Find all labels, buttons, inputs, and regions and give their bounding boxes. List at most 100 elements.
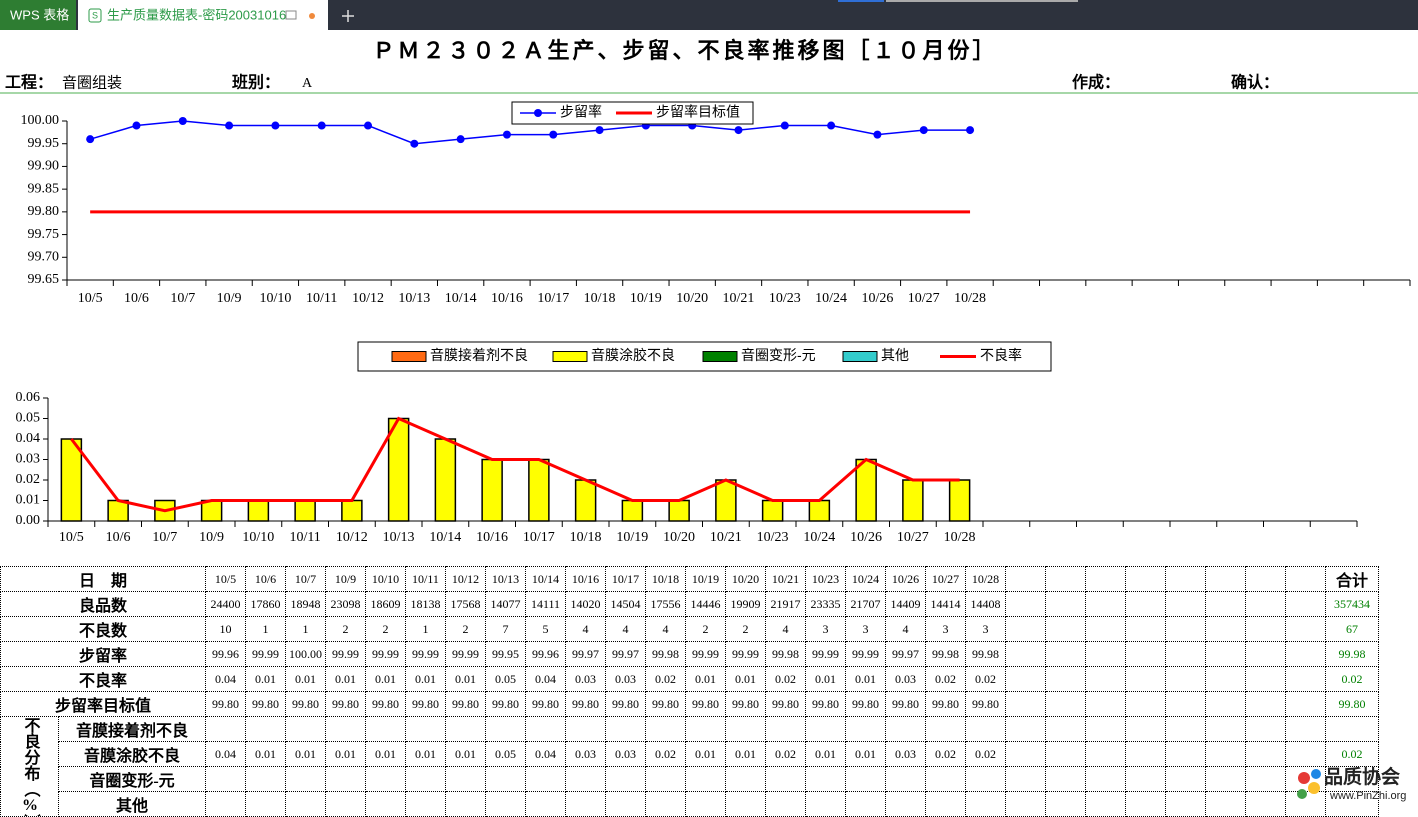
cell: 0.01 [365,666,406,692]
y-tick-label: 0.01 [16,493,41,508]
cell: 10/18 [645,566,686,592]
cell: 4 [765,616,806,642]
cell [1005,616,1046,642]
cell: 99.80 [405,691,446,717]
cell: 0.01 [445,741,486,767]
cell: 3 [845,616,886,642]
marker [364,121,373,130]
x-tick-label: 10/7 [152,530,177,545]
cell [285,766,326,792]
cell: 10/10 [365,566,406,592]
field-label: 作成： [1072,73,1120,92]
strip [838,0,884,2]
cell [1125,741,1166,767]
cell [1285,716,1326,742]
cell: 0.05 [485,741,526,767]
cell: 0.02 [765,666,806,692]
bar [387,417,410,522]
cell: 99.80 [325,691,366,717]
cell: 17860 [245,591,286,617]
cell [205,716,246,742]
y-tick-label: 99.65 [28,272,60,287]
cell: 10/5 [205,566,246,592]
x-tick-label: 10/16 [476,530,508,545]
legend-swatch [391,351,427,362]
cell [1245,616,1286,642]
cell [885,716,926,742]
marker [595,126,604,135]
app-tab[interactable] [0,0,76,30]
line [70,416,960,513]
y-tick-label: 99.95 [28,136,60,151]
cell: 2 [445,616,486,642]
cell: 不良数 [0,616,206,642]
cell [765,791,806,817]
cell [1005,691,1046,717]
bar [948,479,971,522]
row: 音膜涂胶不良 0.04 0.01 0.01 0.01 0.01 0.01 0.01 0.05 0.… [1,741,1379,767]
cell [645,791,686,817]
cell: 23335 [805,591,846,617]
cell: 99.99 [805,641,846,667]
cell: 0.01 [685,666,726,692]
x-tick-label: 10/23 [757,530,789,545]
cell: 99.99 [445,641,486,667]
cell: 10/27 [925,566,966,592]
x-tick-label: 10/27 [908,291,940,306]
cell: 0.01 [845,741,886,767]
cell [405,766,446,792]
cell [1085,741,1126,767]
cell: 10/12 [445,566,486,592]
cell: 0.02 [1325,741,1379,767]
cell [445,766,486,792]
cell: 0.01 [685,741,726,767]
cell: 0.01 [445,666,486,692]
cell [965,791,1006,817]
cell [1165,691,1206,717]
cell [885,791,926,817]
cell [1165,716,1206,742]
cell [965,716,1006,742]
cell [1205,716,1246,742]
new-tab[interactable] [342,10,354,22]
cell [1245,666,1286,692]
x-tick-label: 10/19 [616,530,648,545]
x-tick-label: 10/27 [897,530,929,545]
cell [1285,641,1326,667]
cell [845,791,886,817]
cell [1165,566,1206,592]
cell [1285,666,1326,692]
cell [1085,691,1126,717]
x-tick-label: 10/21 [723,291,755,306]
cell [1325,716,1379,742]
y-tick-label: 0.06 [16,390,41,405]
cell: 99.80 [245,691,286,717]
cell [1285,591,1326,617]
cell: 357434 [1325,591,1379,617]
cell [1245,591,1286,617]
x-tick-label: 10/28 [954,291,986,306]
cell [1045,591,1086,617]
file-icon-letter: S [92,10,98,20]
cell [1205,766,1246,792]
x-tick-label: 10/17 [523,530,555,545]
cell: 99.99 [405,641,446,667]
y-tick-label: 99.75 [28,227,60,242]
cell [445,791,486,817]
cell [1285,741,1326,767]
cell: 良品数 [0,591,206,617]
cell [965,766,1006,792]
cell [1165,641,1206,667]
cell: 10/6 [245,566,286,592]
cell [645,716,686,742]
bar [808,499,831,522]
cell [1045,766,1086,792]
cell [1125,566,1166,592]
cell [1285,566,1326,592]
x-tick-label: 10/9 [199,530,224,545]
cell [1285,691,1326,717]
cell: 不良分布（%） [0,716,59,817]
marker [86,135,95,144]
row: 不良率 0.04 0.01 0.01 0.01 0.01 0.01 0.01 0.05 0.04 0… [0,666,1379,692]
cell: 0.01 [325,666,366,692]
